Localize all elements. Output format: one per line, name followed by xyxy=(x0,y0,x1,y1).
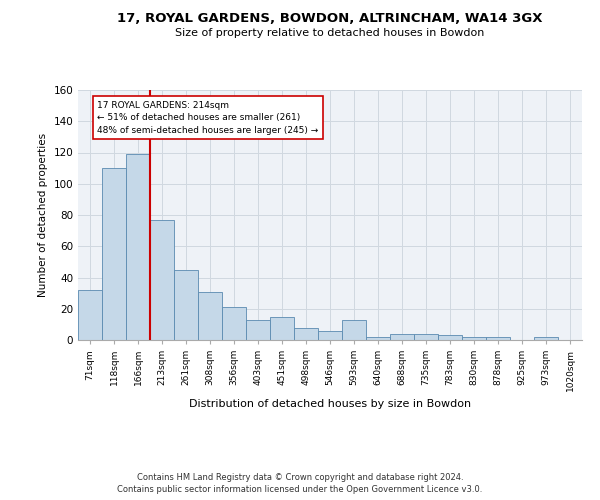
Bar xyxy=(126,154,150,340)
Bar xyxy=(270,316,294,340)
Bar xyxy=(318,330,342,340)
Bar xyxy=(246,320,270,340)
Bar xyxy=(486,337,510,340)
Text: Contains public sector information licensed under the Open Government Licence v3: Contains public sector information licen… xyxy=(118,485,482,494)
Bar xyxy=(342,320,366,340)
Bar xyxy=(294,328,318,340)
X-axis label: Distribution of detached houses by size in Bowdon: Distribution of detached houses by size … xyxy=(189,400,471,409)
Text: Contains HM Land Registry data © Crown copyright and database right 2024.: Contains HM Land Registry data © Crown c… xyxy=(137,472,463,482)
Bar xyxy=(462,337,486,340)
Text: 17 ROYAL GARDENS: 214sqm
← 51% of detached houses are smaller (261)
48% of semi-: 17 ROYAL GARDENS: 214sqm ← 51% of detach… xyxy=(97,101,319,135)
Bar xyxy=(174,270,198,340)
Bar xyxy=(198,292,222,340)
Y-axis label: Number of detached properties: Number of detached properties xyxy=(38,133,48,297)
Text: Size of property relative to detached houses in Bowdon: Size of property relative to detached ho… xyxy=(175,28,485,38)
Bar xyxy=(414,334,438,340)
Bar xyxy=(102,168,126,340)
Bar xyxy=(366,337,390,340)
Bar xyxy=(150,220,174,340)
Bar xyxy=(390,334,414,340)
Bar xyxy=(534,337,558,340)
Bar xyxy=(438,336,462,340)
Bar xyxy=(222,307,246,340)
Bar xyxy=(78,290,102,340)
Text: 17, ROYAL GARDENS, BOWDON, ALTRINCHAM, WA14 3GX: 17, ROYAL GARDENS, BOWDON, ALTRINCHAM, W… xyxy=(117,12,543,26)
